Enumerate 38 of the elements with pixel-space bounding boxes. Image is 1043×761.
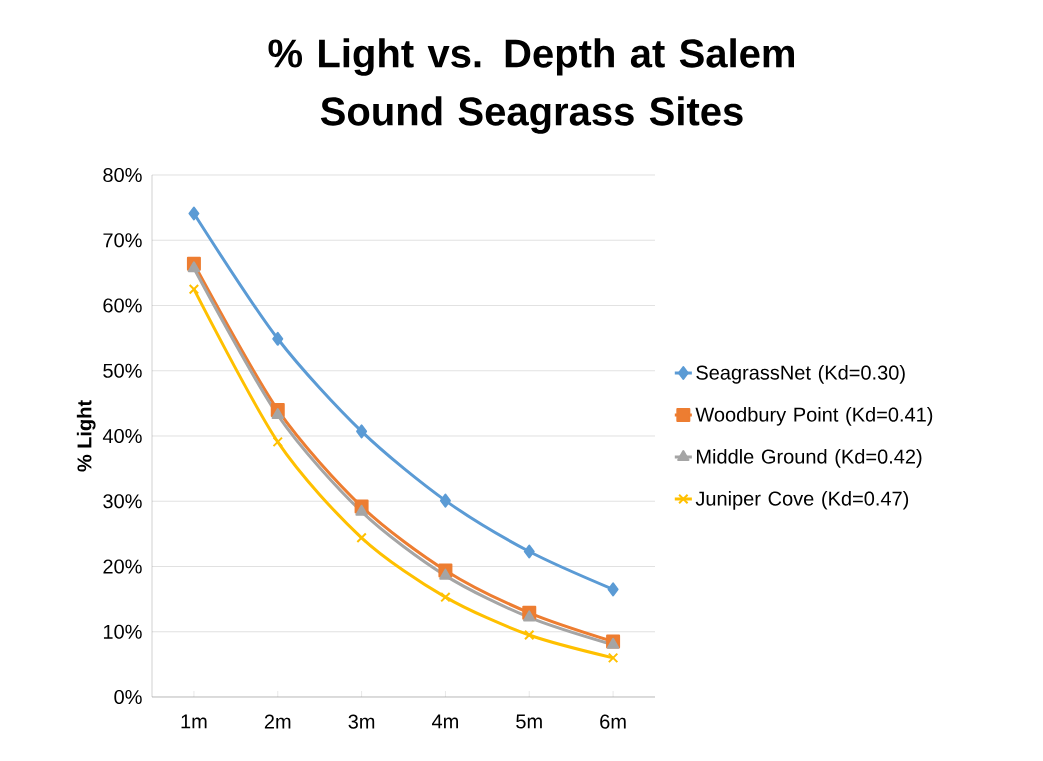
point xyxy=(188,283,200,295)
y-tick-label: 50% xyxy=(103,363,142,378)
legend-label: SeagrassNet (Kd=0.30) xyxy=(696,365,905,384)
point xyxy=(607,582,619,597)
point xyxy=(439,493,451,508)
point xyxy=(356,532,367,544)
point xyxy=(271,408,284,420)
y-tick-label: 60% xyxy=(103,298,142,313)
point xyxy=(523,610,536,622)
point xyxy=(439,568,452,580)
point xyxy=(272,436,283,448)
point xyxy=(356,424,368,439)
legend-label: Middle Ground (Kd=0.42) xyxy=(697,449,922,468)
point xyxy=(524,629,535,641)
x-tick-label: 6m xyxy=(600,714,626,729)
x-tick-label: 5m xyxy=(516,714,542,729)
x-tick-label: 1m xyxy=(181,714,207,729)
y-tick-label: 40% xyxy=(102,428,142,444)
x-tick-label: 2m xyxy=(264,714,291,729)
legend-label: Juniper Cove (Kd=0.47) xyxy=(695,490,909,510)
point xyxy=(523,544,535,559)
y-tick-label: 80% xyxy=(103,167,142,183)
chart-title: % Light vs. Depth at Salem Sound Seagrass Sites xyxy=(268,38,794,134)
x-tick-label: 4m xyxy=(431,714,458,729)
y-tick-label: 70% xyxy=(103,233,142,248)
y-tick-label: 20% xyxy=(103,559,142,574)
y-tick-label: 0% xyxy=(114,689,142,705)
y-tick-label: 10% xyxy=(103,624,142,639)
point xyxy=(272,331,284,346)
point xyxy=(607,652,619,664)
point xyxy=(187,261,201,273)
y-axis-title: % Light xyxy=(76,400,96,472)
point xyxy=(355,504,368,516)
point xyxy=(188,206,200,221)
legend-label: Woodbury Point (Kd=0.41) xyxy=(695,407,933,426)
y-tick-label: 30% xyxy=(103,494,142,509)
x-tick-label: 3m xyxy=(348,714,375,729)
point xyxy=(440,591,451,603)
